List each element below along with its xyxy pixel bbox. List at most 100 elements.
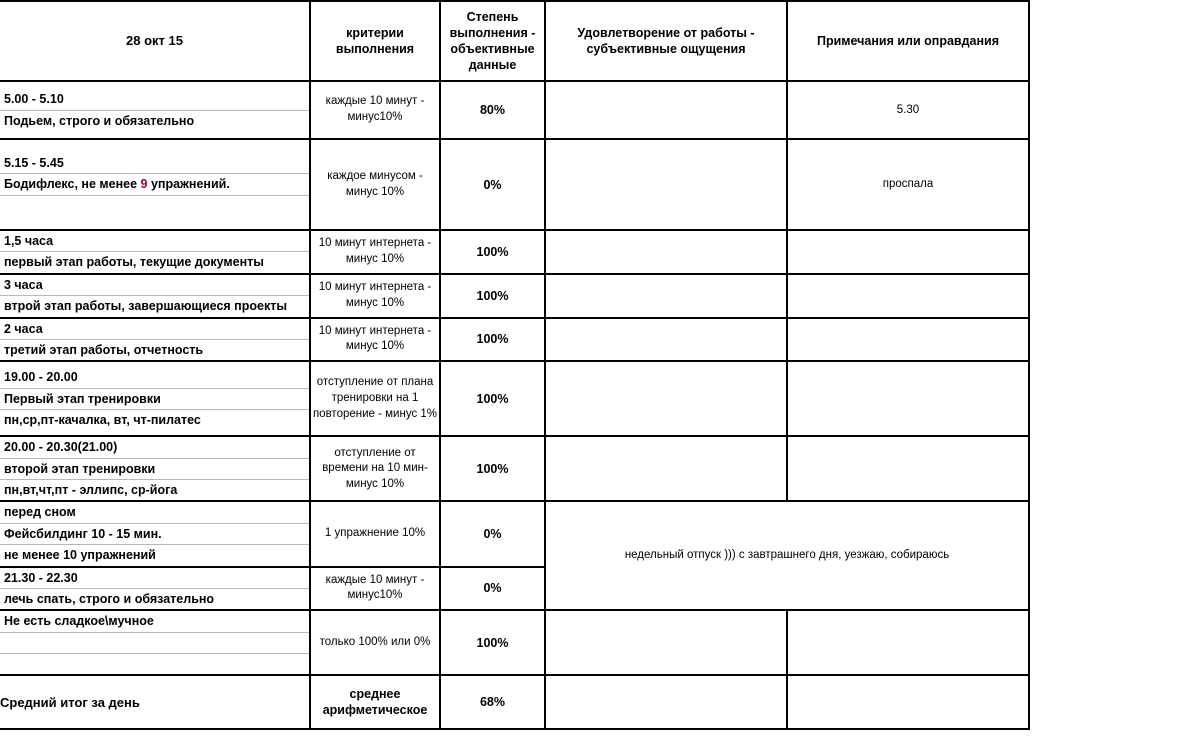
criteria-cell: 1 упражнение 10% <box>309 500 441 568</box>
note-cell <box>786 229 1030 275</box>
task-line: первый этап работы, текущие документы <box>4 255 264 270</box>
criteria-cell: только 100% или 0% <box>309 609 441 677</box>
task-cell: 21.30 - 22.30 лечь спать, строго и обяза… <box>0 565 311 612</box>
satisfaction-cell <box>544 360 788 438</box>
task-cell: 5.15 - 5.45 Бодифлекс, не менее 9 упражн… <box>0 138 311 231</box>
satisfaction-cell <box>544 229 788 275</box>
task-line-stack: 21.30 - 22.30 лечь спать, строго и обяза… <box>0 567 309 610</box>
degree-cell: 80% <box>439 80 546 140</box>
task-cell: перед сном Фейсбилдинг 10 - 15 мин. не м… <box>0 500 311 568</box>
task-cell: 20.00 - 20.30(21.00) второй этап трениро… <box>0 435 311 503</box>
criteria-cell: 10 минут интернета - минус 10% <box>309 316 441 363</box>
task-line: 5.00 - 5.10 <box>0 89 309 111</box>
table-row: 20.00 - 20.30(21.00) второй этап трениро… <box>0 435 1030 503</box>
task-line-empty <box>0 654 309 675</box>
schedule-table: 28 окт 15 критерии выполнения Степень вы… <box>0 0 1030 731</box>
task-line: лечь спать, строго и обязательно <box>4 591 215 606</box>
criteria-cell: каждое минусом - минус 10% <box>309 138 441 231</box>
satisfaction-cell <box>544 138 788 231</box>
task-line: пн,ср,пт-качалка, вт, чт-пилатес <box>4 412 201 427</box>
merged-note-cell: недельный отпуск ))) с завтрашнего дня, … <box>544 500 1030 612</box>
table-row: 5.00 - 5.10 Подьем, строго и обязательно… <box>0 80 1030 140</box>
task-line: 3 часа <box>0 274 309 297</box>
task-line: 5.15 - 5.45 <box>0 152 309 175</box>
criteria-cell: отступление от плана тренировки на 1 пов… <box>309 360 441 438</box>
table-row: перед сном Фейсбилдинг 10 - 15 мин. не м… <box>0 500 1030 612</box>
header-cell-notes: Примечания или оправдания <box>786 0 1030 82</box>
task-line: Подьем, строго и обязательно <box>4 113 195 128</box>
task-cell: 1,5 часа первый этап работы, текущие док… <box>0 229 311 275</box>
satisfaction-cell <box>544 316 788 363</box>
satisfaction-cell <box>544 272 788 319</box>
criteria-cell: каждые 10 минут - минус10% <box>309 80 441 140</box>
task-line-stack: 20.00 - 20.30(21.00) второй этап трениро… <box>0 437 309 500</box>
degree-cell: 100% <box>439 272 546 319</box>
total-note-cell <box>786 674 1030 731</box>
table-total-row: Средний итог за день среднее арифметичес… <box>0 674 1030 731</box>
task-line-stack: 5.00 - 5.10 Подьем, строго и обязательно <box>0 89 309 131</box>
note-cell <box>786 272 1030 319</box>
task-line: не менее 10 упражнений <box>4 548 156 563</box>
header-cell-satisfaction: Удовлетворение от работы - субъективные … <box>544 0 788 82</box>
table-row: 1,5 часа первый этап работы, текущие док… <box>0 229 1030 275</box>
task-line: 21.30 - 22.30 <box>0 567 309 589</box>
table-row: 19.00 - 20.00 Первый этап тренировки пн,… <box>0 360 1030 438</box>
task-line: пн,вт,чт,пт - эллипс, ср-йога <box>4 483 178 497</box>
table-header-row: 28 окт 15 критерии выполнения Степень вы… <box>0 0 1030 82</box>
table-row: 3 часа втрой этап работы, завершающиеся … <box>0 272 1030 319</box>
task-line: Фейсбилдинг 10 - 15 мин. <box>0 523 309 546</box>
task-line-stack: 3 часа втрой этап работы, завершающиеся … <box>0 274 309 317</box>
task-cell: 3 часа втрой этап работы, завершающиеся … <box>0 272 311 319</box>
note-cell <box>786 360 1030 438</box>
total-degree-cell: 68% <box>439 674 546 731</box>
task-line: 19.00 - 20.00 <box>0 367 309 389</box>
degree-cell: 100% <box>439 316 546 363</box>
table-row: 2 часа третий этап работы, отчетность 10… <box>0 316 1030 363</box>
criteria-cell: 10 минут интернета - минус 10% <box>309 272 441 319</box>
total-satisfaction-cell <box>544 674 788 731</box>
degree-cell: 100% <box>439 229 546 275</box>
task-line-stack: 1,5 часа первый этап работы, текущие док… <box>0 231 309 273</box>
total-criteria-cell: среднее арифметическое <box>309 674 441 731</box>
highlight-count: 9 <box>140 177 148 192</box>
criteria-cell: каждые 10 минут - минус10% <box>309 565 441 612</box>
task-line-stack: Не есть сладкое\мучное <box>0 611 309 674</box>
header-cell-degree: Степень выполнения - объективные данные <box>439 0 546 82</box>
task-cell: Не есть сладкое\мучное <box>0 609 311 677</box>
task-line-empty <box>0 632 309 655</box>
header-cell-date: 28 окт 15 <box>0 0 311 82</box>
note-cell <box>786 435 1030 503</box>
task-cell: 2 часа третий этап работы, отчетность <box>0 316 311 363</box>
table-row: 5.15 - 5.45 Бодифлекс, не менее 9 упражн… <box>0 138 1030 231</box>
note-cell <box>786 609 1030 677</box>
satisfaction-cell <box>544 435 788 503</box>
header-date-label: 28 окт 15 <box>126 32 183 48</box>
task-line: Не есть сладкое\мучное <box>0 611 309 633</box>
task-cell: 5.00 - 5.10 Подьем, строго и обязательно <box>0 80 311 140</box>
task-line-bodyflex: Бодифлекс, не менее 9 упражнений. <box>0 173 309 196</box>
task-line-empty <box>0 195 309 216</box>
degree-cell: 0% <box>439 138 546 231</box>
task-line: 2 часа <box>0 318 309 340</box>
task-line-stack: перед сном Фейсбилдинг 10 - 15 мин. не м… <box>0 502 309 565</box>
criteria-cell: 10 минут интернета - минус 10% <box>309 229 441 275</box>
criteria-cell: отступление от времени на 10 мин- минус … <box>309 435 441 503</box>
task-line: втрой этап работы, завершающиеся проекты <box>4 299 287 314</box>
degree-cell: 100% <box>439 360 546 438</box>
task-line: перед сном <box>0 502 309 524</box>
note-cell: проспала <box>786 138 1030 231</box>
degree-cell: 100% <box>439 435 546 503</box>
header-cell-criteria: критерии выполнения <box>309 0 441 82</box>
schedule-spreadsheet: 28 окт 15 критерии выполнения Степень вы… <box>0 0 1030 731</box>
table-row: 21.30 - 22.30 лечь спать, строго и обяза… <box>0 565 1029 612</box>
degree-cell: 0% <box>439 500 546 568</box>
note-cell <box>786 316 1030 363</box>
satisfaction-cell <box>544 609 788 677</box>
task-line-stack: 19.00 - 20.00 Первый этап тренировки пн,… <box>0 367 309 430</box>
task-line: 20.00 - 20.30(21.00) <box>0 437 309 459</box>
total-label-cell: Средний итог за день <box>0 674 311 731</box>
task-line-stack: 2 часа третий этап работы, отчетность <box>0 318 309 361</box>
table-row: Не есть сладкое\мучное только 100% или 0… <box>0 609 1030 677</box>
task-line-stack: 5.15 - 5.45 Бодифлекс, не менее 9 упражн… <box>0 152 309 216</box>
satisfaction-cell <box>544 80 788 140</box>
